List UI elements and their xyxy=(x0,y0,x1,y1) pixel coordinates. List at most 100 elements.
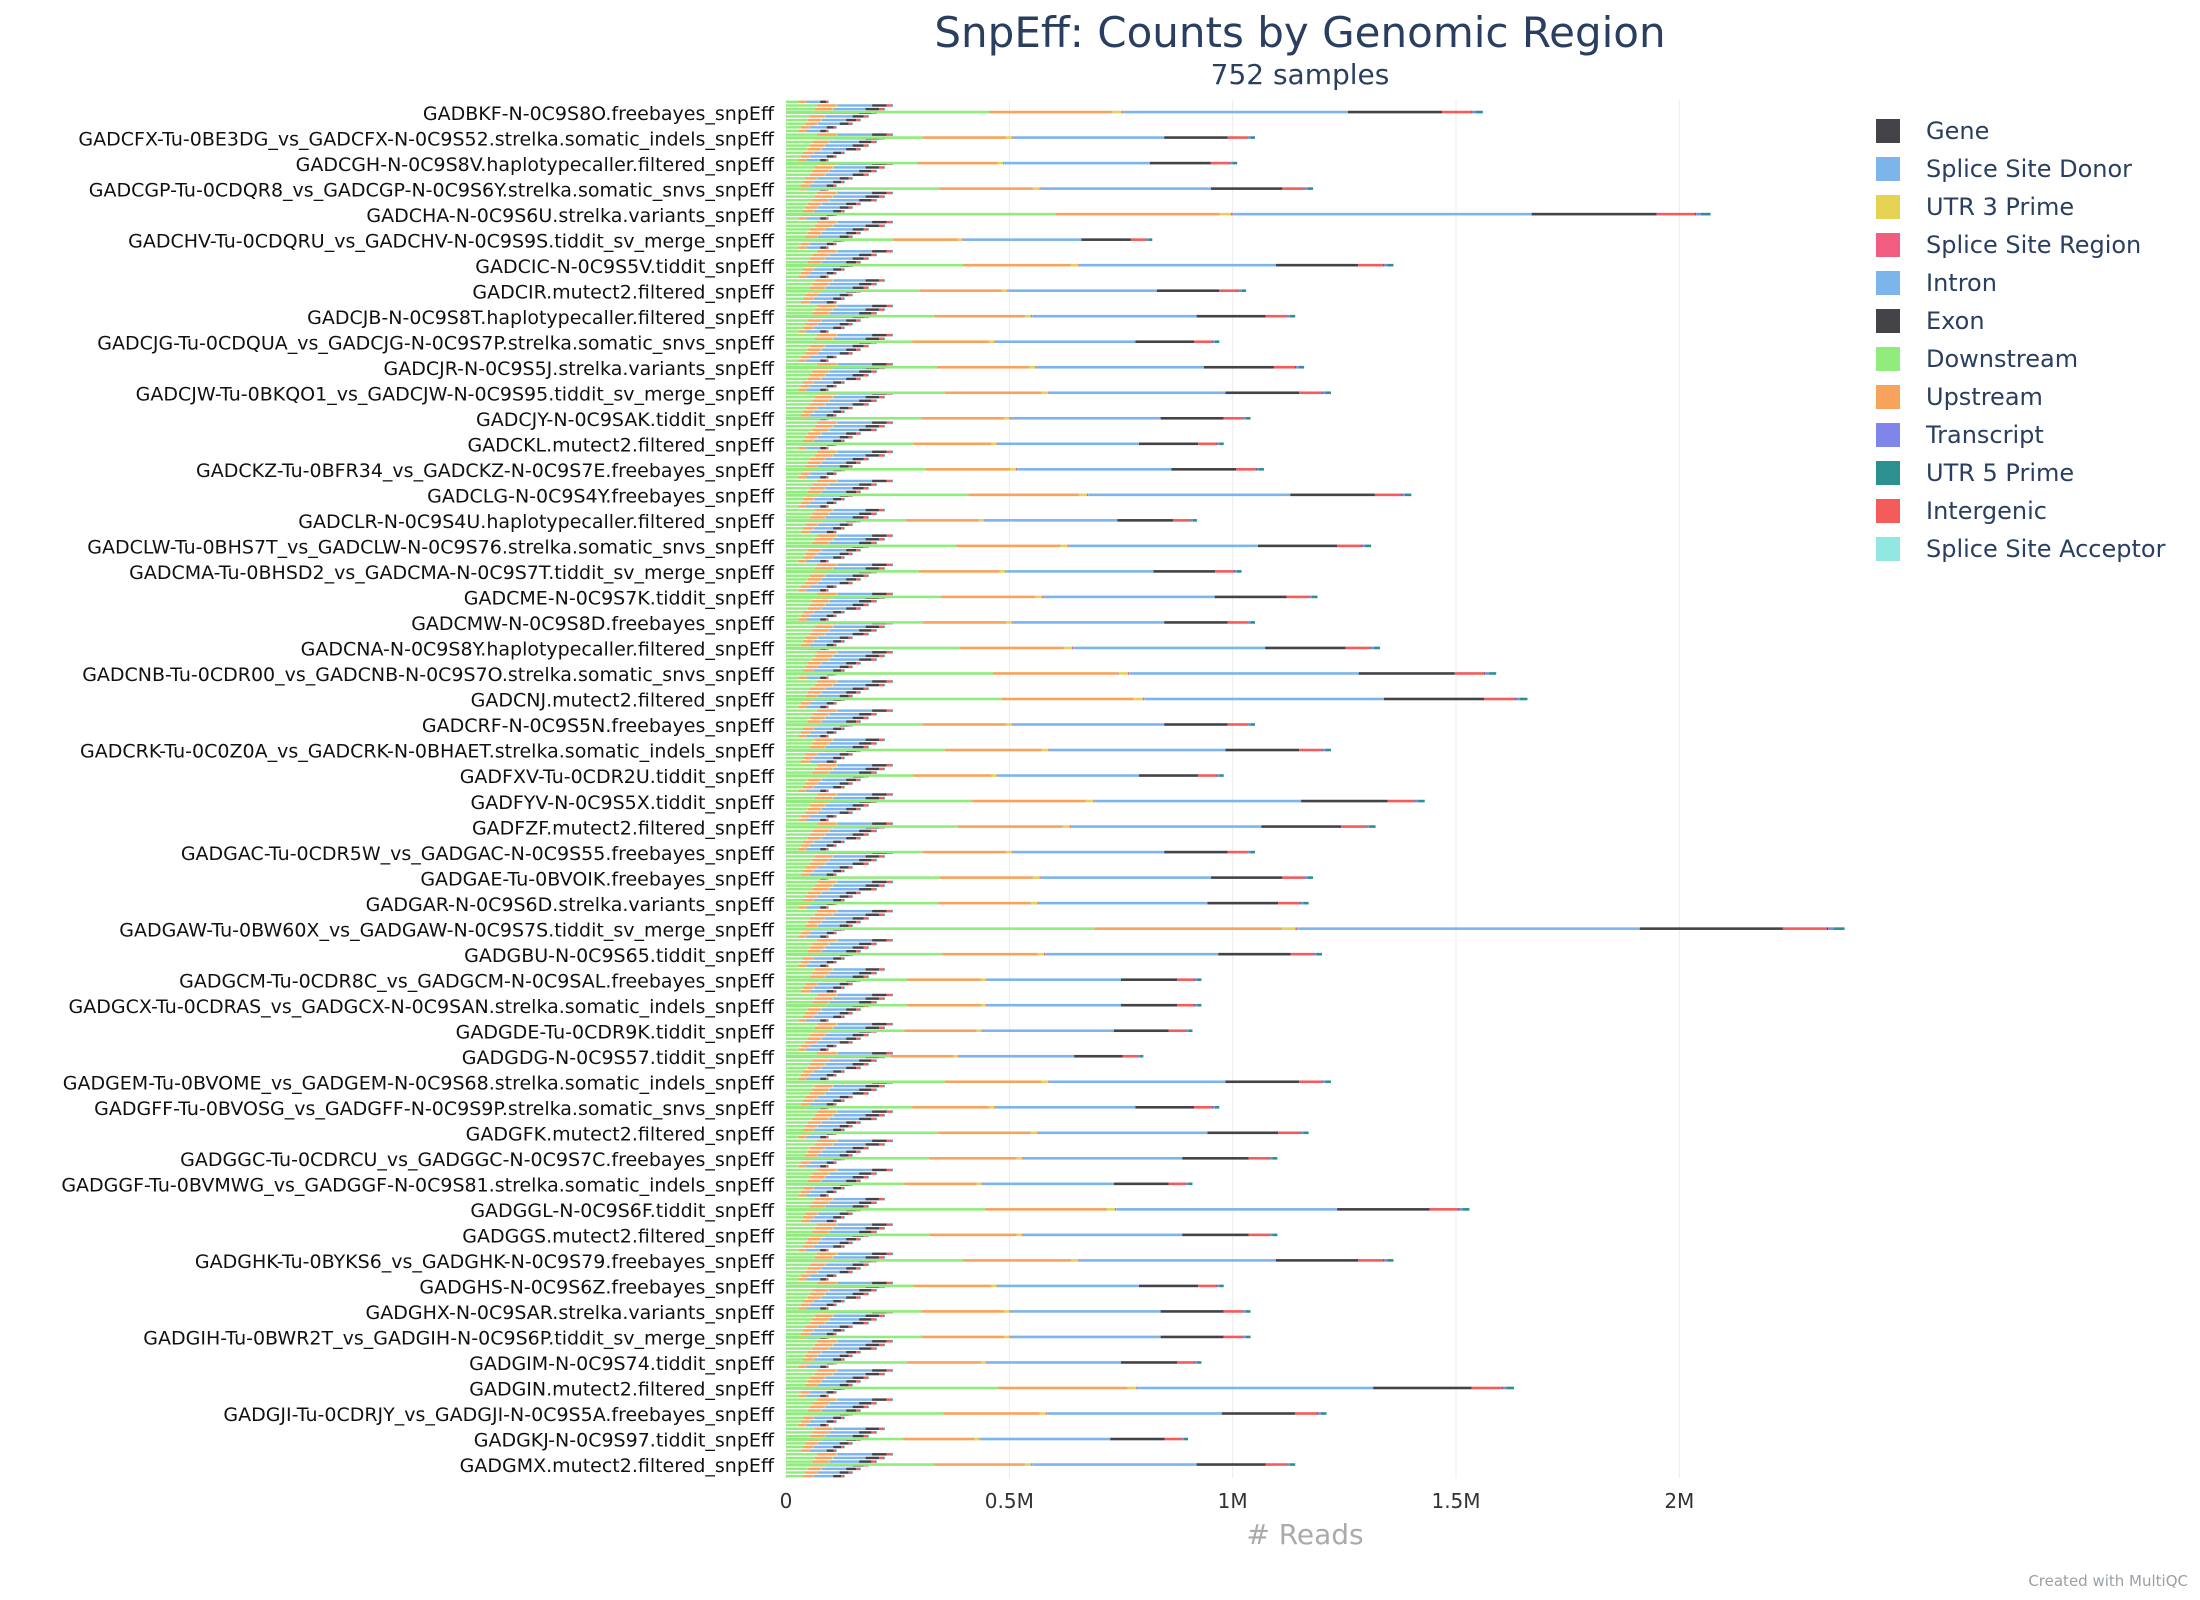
bar-segment xyxy=(1073,646,1266,650)
bar-segment xyxy=(1242,416,1244,420)
bar-segment xyxy=(810,1073,827,1077)
bar-segment xyxy=(828,483,830,486)
bar-segment xyxy=(809,1391,811,1394)
bar-segment xyxy=(786,1150,808,1153)
bar-segment xyxy=(829,199,860,202)
bar-segment xyxy=(810,946,825,949)
bar-segment xyxy=(835,844,837,847)
bar-segment xyxy=(833,425,866,428)
bar-segment xyxy=(810,975,825,978)
bar-segment xyxy=(786,508,815,512)
bar-segment xyxy=(883,308,885,311)
bar-segment xyxy=(807,377,821,381)
bar-segment xyxy=(833,1299,842,1303)
bar-segment xyxy=(841,497,844,501)
bar-segment xyxy=(852,833,864,836)
bar-segment xyxy=(891,133,892,136)
y-category-label: GADCGP-Tu-0CDQR8_vs_GADCGP-N-0C9S6Y.stre… xyxy=(89,179,775,201)
bar-segment xyxy=(1247,621,1251,624)
bar-segment xyxy=(786,1372,815,1376)
bar-segment xyxy=(826,414,834,417)
bar-segment xyxy=(786,1052,818,1055)
bar-segment xyxy=(835,614,837,618)
bar-segment xyxy=(859,1172,872,1175)
bar-segment xyxy=(875,541,877,545)
bar-segment xyxy=(1337,544,1362,548)
bar-segment xyxy=(891,104,893,107)
bar-segment xyxy=(828,512,830,515)
bar-segment xyxy=(841,898,844,902)
bar-segment xyxy=(883,1084,884,1088)
bar-segment xyxy=(996,1284,998,1288)
bar-segment xyxy=(786,1365,799,1369)
bar-segment xyxy=(848,177,852,180)
bar-segment xyxy=(846,836,857,840)
bar-segment xyxy=(803,986,814,989)
bar-segment xyxy=(859,1318,872,1321)
bar-segment xyxy=(980,978,986,981)
bar-segment xyxy=(1171,468,1237,471)
bar-segment xyxy=(1036,365,1204,369)
bar-segment xyxy=(859,713,872,716)
bar-segment xyxy=(1113,1029,1169,1033)
bar-segment xyxy=(852,374,864,377)
bar-segment xyxy=(817,1110,836,1113)
bar-segment xyxy=(826,384,834,388)
bar-segment xyxy=(786,1292,811,1296)
bar-segment xyxy=(1241,289,1247,292)
bar-segment xyxy=(786,825,958,828)
bar-segment xyxy=(833,1216,842,1219)
bar-segment xyxy=(803,640,814,643)
bar-segment xyxy=(843,439,845,443)
bar-segment xyxy=(851,1041,853,1044)
bar-segment xyxy=(878,1343,884,1347)
bar-segment xyxy=(1290,952,1314,956)
bar-segment xyxy=(843,151,845,155)
bar-segment xyxy=(814,1186,834,1190)
bar-segment xyxy=(818,465,840,468)
bar-segment xyxy=(825,403,853,406)
bar-segment xyxy=(817,1124,819,1128)
bar-segment xyxy=(820,1394,826,1398)
bar-segment xyxy=(800,815,810,818)
bar-segment xyxy=(891,250,893,253)
bar-segment xyxy=(828,858,830,862)
bar-segment xyxy=(1304,187,1305,190)
bar-segment xyxy=(786,242,801,246)
bar-segment xyxy=(891,993,893,997)
bar-segment xyxy=(825,275,828,279)
bar-segment xyxy=(829,600,860,603)
bar-segment xyxy=(813,785,815,789)
bar-segment xyxy=(859,662,861,665)
bar-segment xyxy=(818,924,840,927)
bar-segment xyxy=(839,552,849,556)
bar-segment xyxy=(891,563,893,567)
bar-segment xyxy=(805,924,818,927)
bar-segment xyxy=(837,709,873,712)
bar-segment xyxy=(818,322,840,326)
bar-segment xyxy=(891,1022,893,1026)
bar-segment xyxy=(824,946,826,949)
bar-segment xyxy=(848,1383,852,1387)
bar-segment xyxy=(835,1190,837,1194)
bar-segment xyxy=(798,705,806,709)
bar-segment xyxy=(846,1037,857,1040)
bar-segment xyxy=(828,658,830,661)
bar-segment xyxy=(1501,1386,1503,1390)
bar-segment xyxy=(817,406,819,410)
bar-segment xyxy=(1519,697,1528,701)
bar-segment xyxy=(820,964,826,968)
bar-segment xyxy=(824,173,826,176)
bar-segment xyxy=(833,1099,842,1102)
bar-segment xyxy=(809,530,811,534)
bar-segment xyxy=(786,220,818,224)
bar-segment xyxy=(848,406,852,410)
bar-segment xyxy=(1177,1361,1195,1364)
bar-segment xyxy=(798,1048,806,1051)
bar-segment xyxy=(825,1278,828,1281)
bar-segment xyxy=(1238,289,1239,292)
bar-segment xyxy=(786,421,818,424)
bar-segment xyxy=(886,333,891,337)
bar-segment xyxy=(798,1077,806,1081)
bar-segment xyxy=(851,1154,853,1157)
